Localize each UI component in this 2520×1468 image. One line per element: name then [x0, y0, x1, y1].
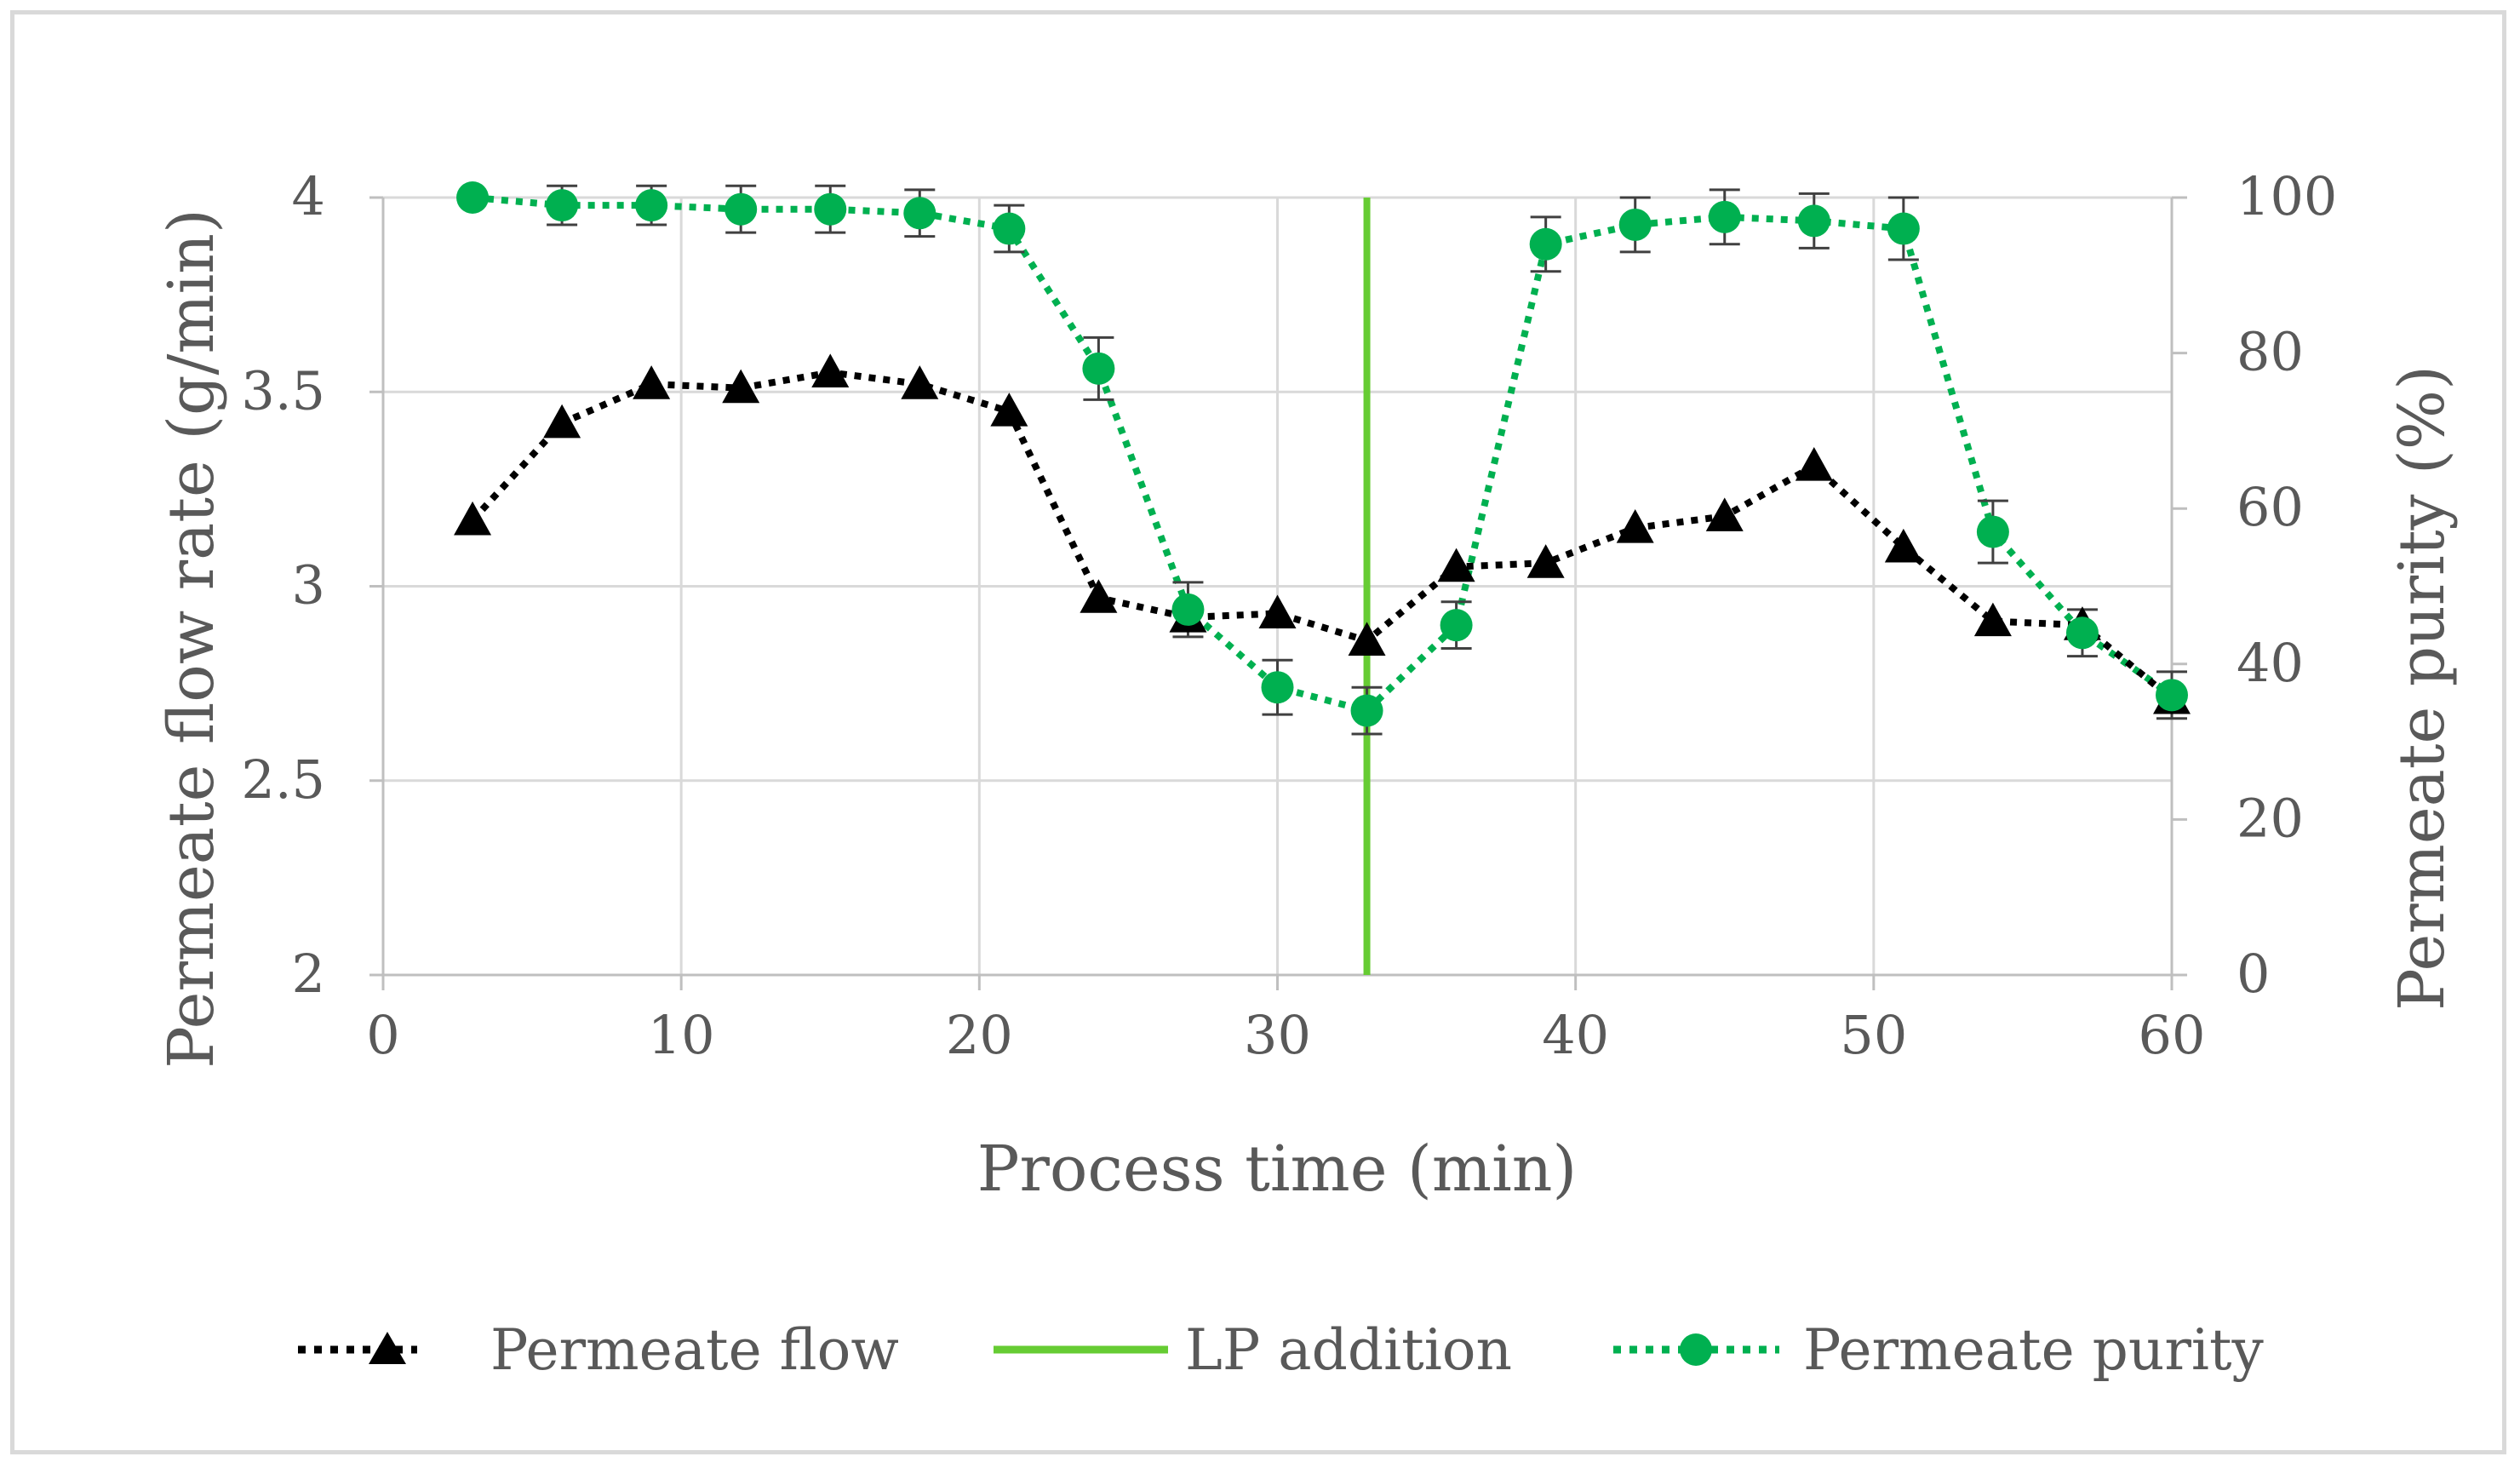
- purity-point: [1976, 515, 2009, 548]
- legend-circle-marker: [1680, 1333, 1712, 1366]
- flow-point: [1526, 544, 1565, 578]
- purity-point: [2065, 616, 2099, 650]
- legend-triangle-marker: [369, 1332, 406, 1364]
- y-right-tick-label: 80: [2236, 321, 2304, 383]
- flow-line: [470, 369, 2174, 702]
- series-layer: [454, 181, 2191, 736]
- legend-label-lp-addition: LP addition: [1185, 1317, 1512, 1383]
- y-axis-right-title: Permeate purity (%): [2385, 365, 2459, 1011]
- flow-point: [454, 501, 492, 536]
- x-axis-title: Process time (min): [977, 1133, 1578, 1206]
- legend-label-permeate-flow: Permeate flow: [490, 1317, 899, 1383]
- purity-point: [456, 181, 490, 214]
- x-tick-label: 10: [648, 1004, 715, 1066]
- x-tick-label: 20: [946, 1004, 1013, 1066]
- purity-point: [635, 189, 668, 222]
- y-left-tick-label: 2: [292, 943, 325, 1005]
- purity-point: [2156, 679, 2188, 712]
- legend-item-permeate-purity: Permeate purity: [1613, 1317, 2265, 1383]
- y-left-tick-label: 4: [292, 165, 325, 227]
- flow-point: [722, 369, 760, 404]
- purity-point: [724, 192, 758, 226]
- purity-point: [903, 197, 936, 230]
- y-right-tick-label: 40: [2236, 632, 2304, 694]
- purity-point: [993, 212, 1026, 245]
- purity-point: [1618, 208, 1652, 241]
- chart-frame: [10, 10, 2506, 1454]
- y-right-tick-label: 100: [2236, 165, 2337, 227]
- y-right-tick-label: 60: [2236, 476, 2304, 538]
- flow-point: [1080, 579, 1118, 613]
- y-left-tick-label: 2.5: [241, 748, 325, 811]
- grid-lines: [383, 196, 2174, 975]
- purity-point: [1797, 204, 1830, 238]
- flow-point: [1973, 602, 2012, 637]
- purity-point: [814, 192, 847, 226]
- flow-point: [543, 404, 581, 439]
- purity-line: [472, 194, 2174, 715]
- legend: Permeate flow LP addition Permeate purit…: [298, 1317, 2265, 1383]
- purity-point: [1529, 227, 1562, 261]
- flow-point: [1795, 446, 1833, 481]
- flow-point: [1705, 497, 1744, 531]
- y-axis-left-title: Permeate flow rate (g/min): [155, 209, 228, 1069]
- y-left-tick-label: 3: [292, 554, 325, 616]
- purity-point: [546, 189, 579, 222]
- purity-point: [1261, 671, 1294, 704]
- purity-point: [1171, 593, 1205, 626]
- x-tick-label: 40: [1542, 1004, 1609, 1066]
- x-tick-label: 0: [366, 1004, 399, 1066]
- flow-point: [811, 353, 850, 388]
- flow-point: [1437, 548, 1475, 582]
- x-tick-label: 30: [1244, 1004, 1311, 1066]
- purity-point: [1708, 200, 1741, 233]
- purity-point: [1082, 352, 1115, 385]
- legend-item-permeate-flow: Permeate flow: [298, 1317, 899, 1383]
- flow-point: [901, 365, 939, 399]
- purity-point: [1887, 212, 1920, 245]
- y-right-tick-label: 20: [2236, 787, 2304, 849]
- flow-point: [1884, 528, 1922, 563]
- flow-point: [633, 365, 671, 399]
- legend-item-lp-addition: LP addition: [994, 1317, 1512, 1383]
- x-tick-label: 50: [1840, 1004, 1907, 1066]
- flow-point: [990, 393, 1028, 427]
- purity-point: [1440, 609, 1473, 642]
- y-right-tick-label: 0: [2236, 943, 2270, 1005]
- flow-point: [1348, 622, 1386, 657]
- legend-label-permeate-purity: Permeate purity: [1803, 1317, 2265, 1383]
- x-tick-label: 60: [2139, 1004, 2206, 1066]
- flow-point: [1258, 594, 1297, 629]
- flow-point: [1616, 509, 1654, 543]
- y-left-tick-label: 3.5: [241, 359, 325, 421]
- purity-point: [1350, 694, 1383, 727]
